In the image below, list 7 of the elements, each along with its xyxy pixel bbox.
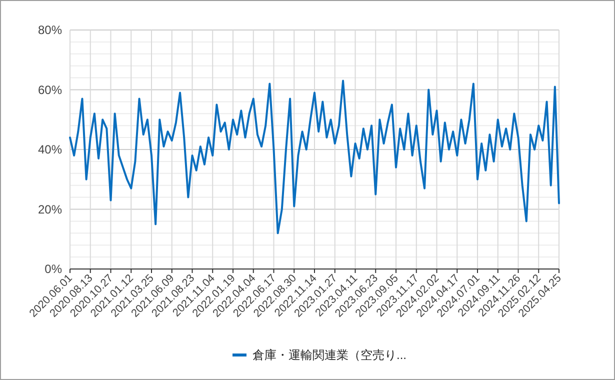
legend-label: 倉庫・運輸関連業（空売り... bbox=[252, 348, 407, 362]
y-tick-label: 0% bbox=[44, 262, 62, 276]
y-tick-label: 20% bbox=[38, 202, 62, 216]
y-tick-label: 60% bbox=[38, 82, 62, 97]
line-series bbox=[69, 80, 560, 234]
y-tick-label: 40% bbox=[38, 142, 62, 157]
y-tick-label: 80% bbox=[38, 23, 62, 38]
